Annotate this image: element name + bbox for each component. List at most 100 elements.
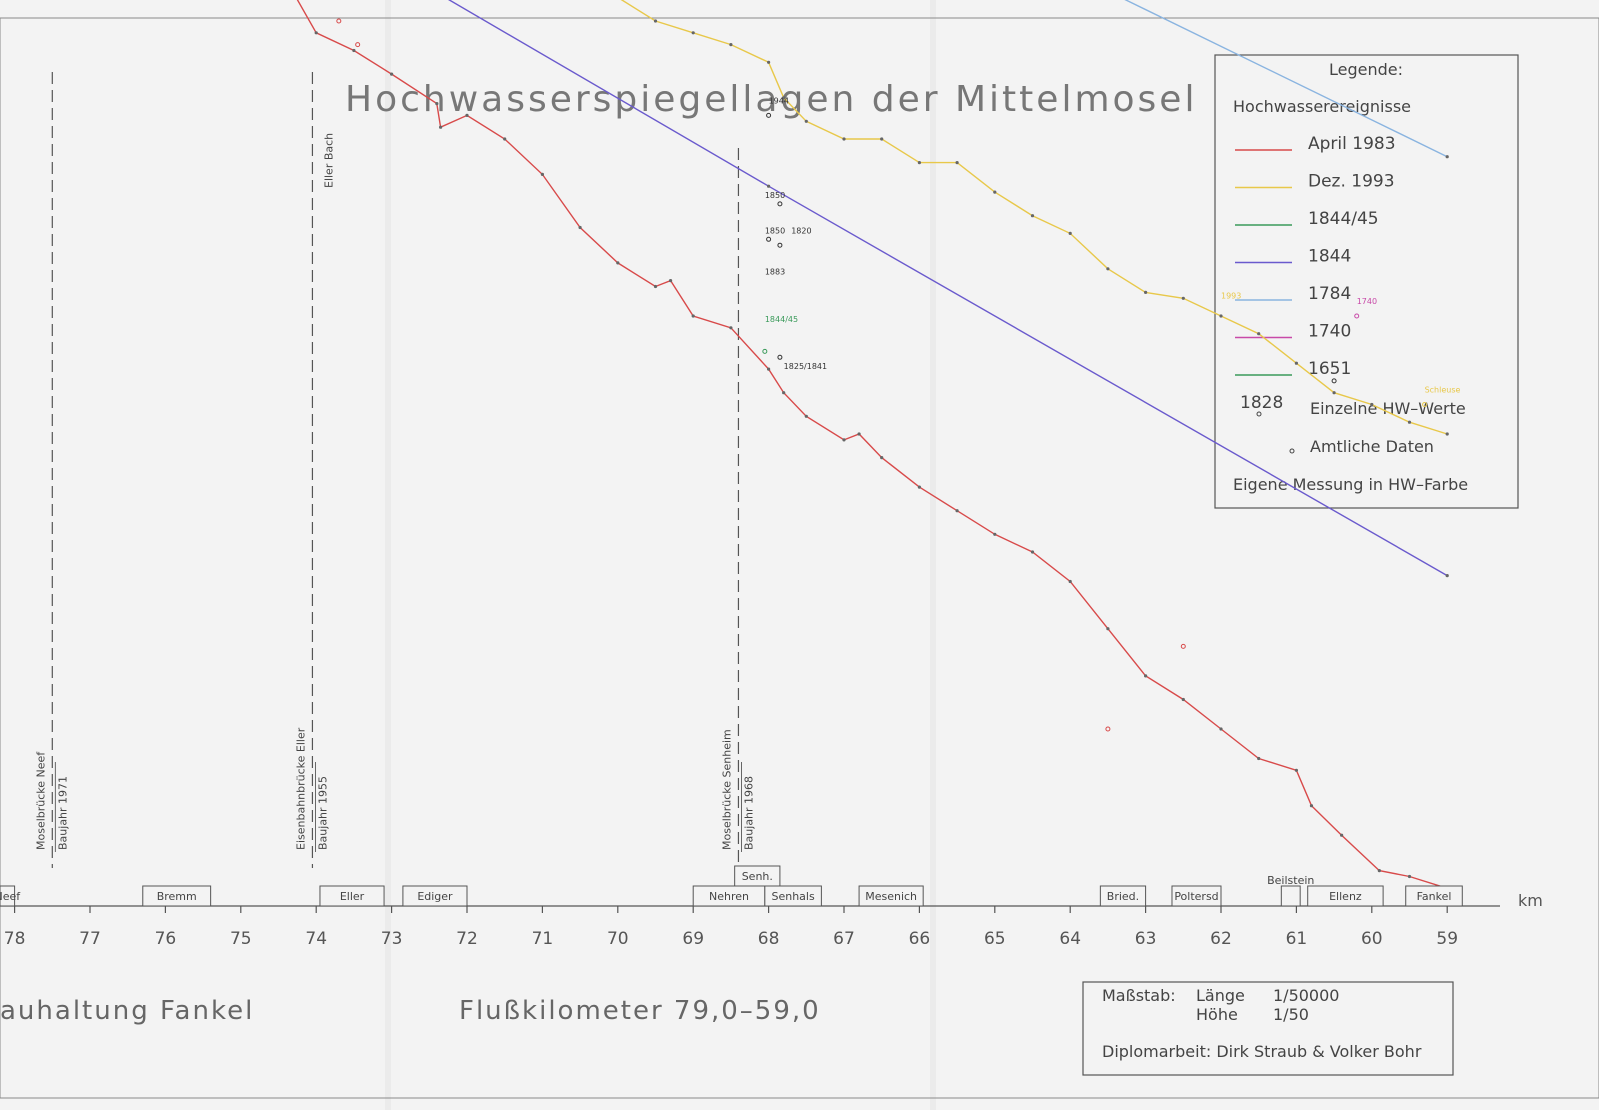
- series-point-0-22: [668, 279, 673, 283]
- series-point-0-15: [439, 125, 443, 129]
- scale-box: Maßstab: Länge 1/50000 Höhe 1/50 Diploma…: [1082, 981, 1454, 1076]
- place-label-9: Poltersd: [1174, 890, 1218, 903]
- x-tick-label-5: 73: [381, 929, 403, 949]
- place-label-0: Neef: [0, 890, 21, 903]
- place-label-10: Beilstein: [1267, 874, 1314, 887]
- series-point-1-31: [1106, 267, 1110, 271]
- place-box-7: [858, 885, 924, 907]
- series-point-3-7: [1445, 155, 1449, 159]
- scale-label: Maßstab:: [1102, 986, 1176, 1005]
- place-box-11: [1307, 885, 1384, 907]
- series-point-0-25: [767, 367, 771, 371]
- series-point-1-36: [1294, 361, 1298, 365]
- x-tick-label-2: 76: [155, 929, 177, 949]
- series-point-1-25: [880, 137, 884, 141]
- series-point-0-18: [540, 172, 545, 176]
- x-tick-label-6: 72: [456, 929, 478, 949]
- place-label-4: Nehren: [709, 890, 749, 903]
- annotation-11: 1883: [765, 268, 785, 277]
- hw-point-20: [1354, 313, 1360, 319]
- x-tick-label-16: 62: [1210, 929, 1232, 949]
- place-box-12: [1405, 885, 1463, 907]
- series-point-0-21: [653, 284, 658, 289]
- series-point-2-4: [767, 184, 771, 188]
- x-tick-label-8: 70: [607, 929, 629, 949]
- place-box-3: [402, 885, 468, 907]
- place-box-6: [764, 885, 822, 907]
- annotation-14: 1993: [1221, 291, 1241, 300]
- series-point-0-29: [857, 432, 861, 436]
- place-box-5: [734, 865, 781, 887]
- legend-frame: [1214, 54, 1519, 509]
- x-axis-unit: km: [1518, 891, 1543, 910]
- series-point-1-37: [1332, 391, 1336, 395]
- series-point-0-31: [917, 485, 922, 489]
- chart-title: Hochwasserspiegellagen der Mittelmosel: [345, 79, 1197, 120]
- scale-length-label: Länge: [1196, 986, 1245, 1005]
- annotation-16: Schleuse: [1425, 386, 1461, 395]
- series-point-1-18: [653, 19, 658, 23]
- series-line-2: [447, 0, 1448, 577]
- series-point-1-26: [917, 161, 922, 165]
- annotation-8: 1850: [765, 191, 785, 200]
- hw-point-10: [766, 112, 772, 118]
- series-point-0-17: [503, 137, 507, 141]
- scale-height-value: 1/50: [1273, 1005, 1309, 1024]
- place-box-0: [0, 885, 16, 907]
- x-tick-label-7: 71: [532, 929, 554, 949]
- fold-crease: [930, 0, 936, 1110]
- stream-label: Eller Bach: [322, 133, 335, 188]
- place-label-11: Ellenz: [1329, 890, 1362, 903]
- annotation-12: 1844/45: [765, 315, 798, 324]
- place-label-8: Bried.: [1107, 890, 1139, 903]
- series-point-0-12: [352, 48, 356, 53]
- series-point-0-39: [1219, 727, 1223, 731]
- series-point-0-37: [1144, 674, 1148, 678]
- series-point-0-16: [465, 113, 469, 117]
- annotation-13: 1825/1841: [784, 362, 827, 371]
- annotation-10: 1820: [791, 226, 811, 235]
- series-point-1-29: [1030, 214, 1035, 218]
- annotation-layer: 178417841651194404/831993199319441850185…: [765, 97, 1461, 395]
- series-point-1-27: [955, 161, 959, 165]
- hw-point-18: [1105, 726, 1111, 732]
- legend-label-1: Dez. 1993: [1308, 172, 1395, 192]
- series-point-0-43: [1340, 833, 1344, 837]
- place-label-5: Senh.: [742, 870, 773, 883]
- series-point-1-30: [1068, 231, 1072, 235]
- bridge-label-1: Eisenbahnbrücke Eller: [294, 727, 307, 850]
- series-point-0-36: [1106, 627, 1110, 631]
- place-label-7: Mesenich: [865, 890, 917, 903]
- series-point-1-21: [767, 60, 771, 64]
- series-point-0-32: [955, 509, 959, 513]
- bridge-year-1: Baujahr 1955: [316, 776, 329, 850]
- series-point-0-42: [1309, 804, 1314, 808]
- x-tick-label-15: 63: [1135, 929, 1157, 949]
- series-point-0-20: [616, 261, 620, 265]
- scale-frame: [1082, 981, 1454, 1076]
- bridge-year-0: Baujahr 1971: [56, 776, 69, 850]
- series-point-1-24: [842, 137, 846, 141]
- chart-subtitle: auhaltung Fankel: [0, 996, 254, 1026]
- place-box-9: [1171, 885, 1222, 907]
- legend-label-3: 1844: [1308, 247, 1351, 267]
- series-point-1-20: [729, 43, 733, 47]
- x-axis-label: Flußkilometer 79,0–59,0: [459, 996, 821, 1026]
- hw-point-12: [766, 236, 772, 242]
- legend-label-4: 1784: [1308, 284, 1351, 304]
- place-label-2: Eller: [340, 890, 365, 903]
- legend-label-0: April 1983: [1308, 134, 1396, 154]
- series-point-0-13: [390, 72, 394, 76]
- legend-single-marker: [1256, 411, 1262, 417]
- x-tick-label-1: 77: [79, 929, 101, 949]
- series-point-1-34: [1219, 314, 1223, 318]
- hw-point-17: [355, 42, 361, 48]
- series-point-1-28: [993, 190, 997, 194]
- series-point-0-11: [314, 31, 318, 35]
- sheet-frame: [0, 17, 1599, 1099]
- series-point-0-34: [1030, 550, 1035, 554]
- annotation-15: 1740: [1357, 297, 1377, 306]
- x-tick-label-4: 74: [305, 929, 327, 949]
- legend-label-2: 1844/45: [1308, 209, 1379, 229]
